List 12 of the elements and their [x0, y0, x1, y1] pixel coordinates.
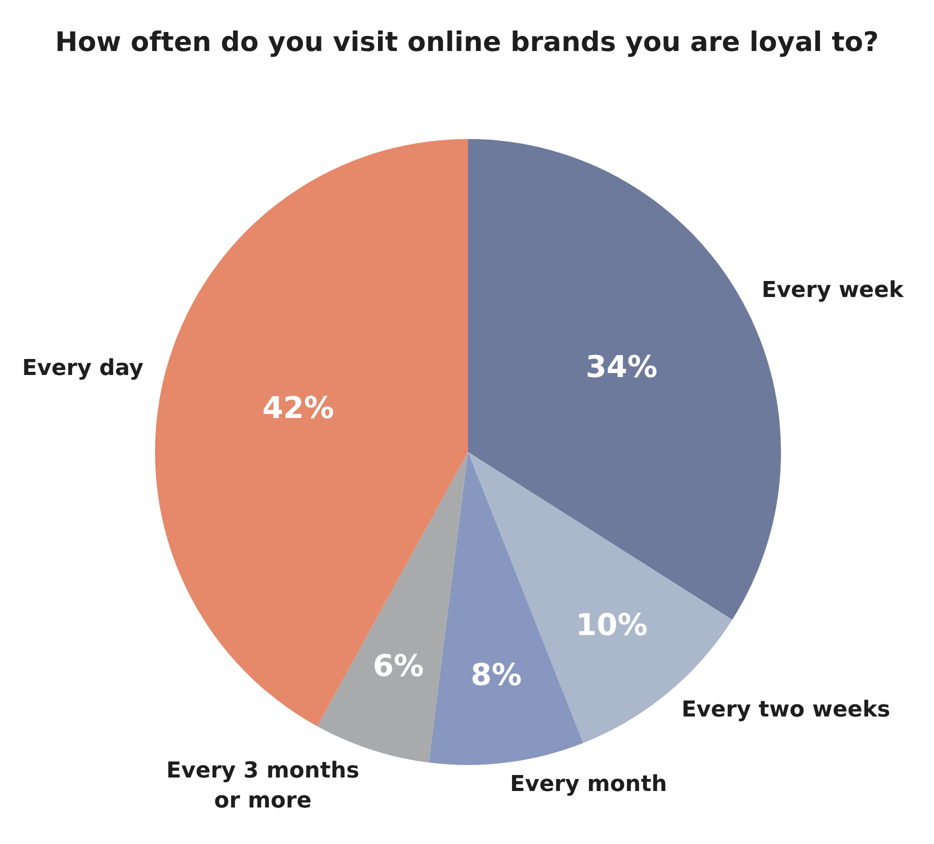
- data-label: 42%: [262, 390, 334, 426]
- slice-label: Every month: [510, 772, 668, 797]
- data-label: 10%: [576, 608, 648, 644]
- data-label: 8%: [470, 658, 522, 694]
- slice-label: Every two weeks: [682, 698, 890, 723]
- slice-label: Every week: [762, 278, 905, 304]
- slice-label: Every 3 months or more: [166, 758, 360, 814]
- slice-label: Every day: [22, 356, 144, 382]
- chart-title: How often do you visit online brands you are loyal to?: [54, 26, 880, 60]
- data-label: 6%: [372, 648, 424, 684]
- data-label: 34%: [586, 350, 658, 386]
- pie-slice: [156, 139, 468, 726]
